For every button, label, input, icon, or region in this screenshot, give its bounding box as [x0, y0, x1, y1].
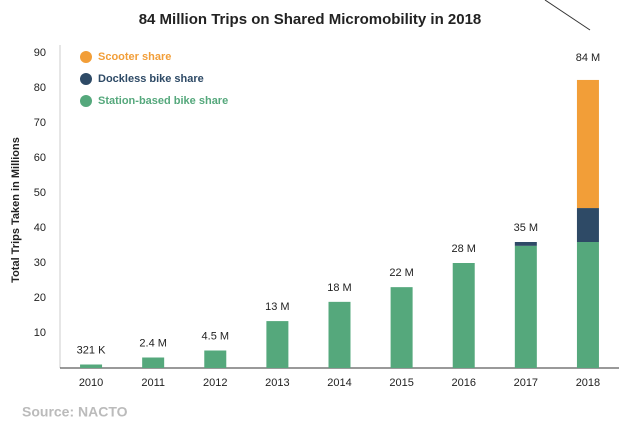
bar-segment	[328, 301, 351, 368]
y-tick-label: 20	[34, 292, 46, 304]
y-tick-label: 80	[34, 82, 46, 94]
bar-label: 321 K	[77, 344, 106, 356]
decoration-line	[544, 0, 591, 31]
y-tick-label: 50	[34, 187, 46, 199]
legend-swatch	[80, 51, 92, 63]
legend-label: Dockless bike share	[98, 73, 204, 85]
bar-label: 28 M	[451, 243, 475, 255]
bar-segment	[514, 242, 537, 246]
legend-swatch	[80, 73, 92, 85]
bar-segment	[390, 287, 413, 368]
legend-swatch	[80, 95, 92, 107]
bar-label: 18 M	[327, 282, 351, 294]
bar-segment	[576, 79, 599, 209]
bar-segment	[514, 245, 537, 368]
bar-label: 22 M	[389, 267, 413, 279]
chart-title: 84 Million Trips on Shared Micromobility…	[139, 11, 482, 28]
bar-segment	[142, 357, 165, 368]
bar-segment	[576, 208, 599, 242]
bar-segment	[452, 263, 475, 368]
bar-label: 2.4 M	[139, 337, 167, 349]
x-tick-label: 2013	[265, 377, 289, 389]
bar-label: 84 M	[576, 52, 600, 64]
x-tick-label: 2011	[141, 377, 165, 389]
x-tick-label: 2017	[514, 377, 538, 389]
y-tick-label: 70	[34, 117, 46, 129]
y-tick-label: 90	[34, 47, 46, 59]
y-tick-label: 60	[34, 152, 46, 164]
bar-segment	[266, 321, 289, 368]
bar-label: 4.5 M	[202, 330, 230, 342]
x-tick-label: 2012	[203, 377, 227, 389]
legend-label: Station-based bike share	[98, 95, 228, 107]
y-tick-label: 10	[34, 327, 46, 339]
y-axis-label: Total Trips Taken in Millions	[10, 137, 22, 283]
legend-label: Scooter share	[98, 51, 171, 63]
source: Source: NACTO	[22, 404, 128, 420]
x-tick-label: 2014	[327, 377, 351, 389]
bar-segment	[80, 364, 103, 368]
x-tick-label: 2016	[451, 377, 475, 389]
y-tick-label: 40	[34, 222, 46, 234]
x-tick-label: 2015	[389, 377, 413, 389]
y-tick-label: 30	[34, 257, 46, 269]
x-tick-label: 2018	[576, 377, 600, 389]
bar-label: 13 M	[265, 301, 289, 313]
bar-segment	[576, 242, 599, 368]
bar-label: 35 M	[514, 222, 538, 234]
x-tick-label: 2010	[79, 377, 103, 389]
bar-segment	[204, 350, 227, 368]
